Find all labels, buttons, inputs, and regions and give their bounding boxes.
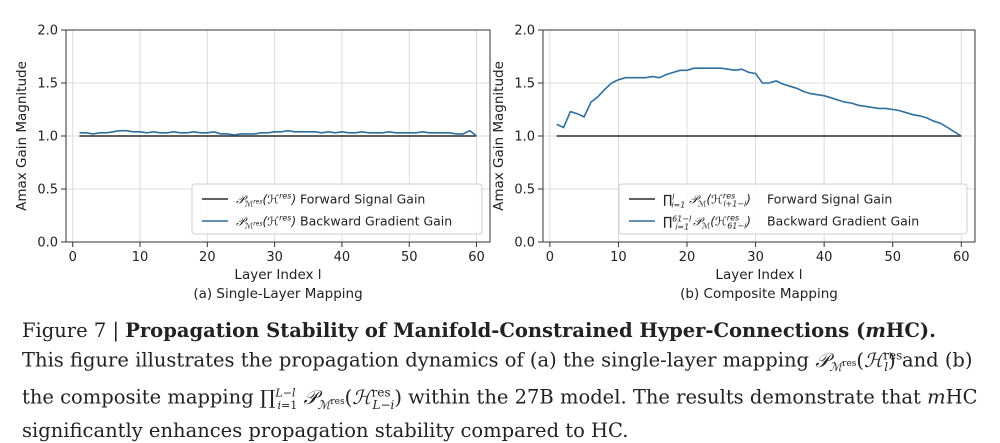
x-tick-label: 50	[884, 250, 901, 265]
x-tick-label: 10	[132, 250, 149, 265]
x-tick-label: 0	[69, 250, 77, 265]
caption-text-2: and (b) the composite mapping	[22, 348, 973, 409]
x-tick-label: 60	[468, 250, 485, 265]
legend-backward-math: ∏61−l i=1 𝒫ℳ(ℋres 61−i)	[663, 214, 751, 232]
series-line-backward	[79, 129, 477, 137]
x-axis-label: Layer Index l	[715, 267, 802, 283]
x-tick-label: 30	[747, 250, 764, 265]
caption-text-4: HC significantly enhances propagation st…	[22, 385, 978, 442]
panel-a: 0 10 20 30 40 50 60 0.0 0.5 1.0 1.5 2.0 Layer Index …	[14, 24, 491, 302]
y-tick-label: 2.0	[514, 24, 535, 39]
legend-box	[618, 183, 968, 235]
x-tick-label: 20	[199, 250, 216, 265]
y-tick-label: 0.0	[37, 236, 58, 251]
panel-subtitle: (a) Single-Layer Mapping	[193, 286, 362, 302]
series-line-backward	[556, 67, 962, 137]
x-tick-label: 10	[610, 250, 627, 265]
legend-box	[191, 183, 483, 235]
x-tick-label: 60	[953, 250, 970, 265]
panel-subtitle: (b) Composite Mapping	[680, 286, 838, 302]
caption-text-1: This figure illustrates the propagation …	[22, 348, 810, 372]
y-tick-label: 0.5	[37, 183, 58, 198]
x-tick-label: 0	[546, 250, 554, 265]
x-tick-label: 40	[334, 250, 351, 265]
caption-title: Propagation Stability of Manifold-Constr…	[125, 319, 936, 342]
y-axis-label: Amax Gain Magnitude	[14, 61, 30, 211]
legend-backward-label: Backward Gradient Gain	[300, 214, 452, 229]
panel-b: 0 10 20 30 40 50 60 0.0 0.5 1.0 1.5 2.0 Layer Index …	[491, 24, 976, 302]
y-tick-label: 2.0	[37, 24, 58, 39]
legend-forward-math: ∏l i=1 𝒫ℳ(ℋres l+1−i)	[663, 192, 751, 210]
x-tick-label: 20	[679, 250, 696, 265]
y-tick-label: 1.0	[37, 130, 58, 145]
figure-caption: Figure 7 | Propagation Stability of Mani…	[22, 319, 978, 442]
y-tick-label: 1.0	[514, 130, 535, 145]
caption-math-2: ∏L−li=1 𝒫ℳres(ℋresL−i)	[259, 385, 402, 412]
y-tick-label: 1.5	[514, 77, 535, 92]
legend-forward-label: Forward Signal Gain	[300, 192, 425, 207]
y-tick-label: 1.5	[37, 77, 58, 92]
x-axis-label: Layer Index l	[234, 267, 321, 283]
caption-fig-label: Figure 7 |	[22, 319, 120, 342]
y-tick-label: 0.5	[514, 183, 535, 198]
caption-text-3: within the 27B model. The results demons…	[408, 385, 921, 409]
y-tick-label: 0.0	[514, 236, 535, 251]
caption-math-1: 𝒫ℳres(ℋresl)	[815, 348, 903, 375]
x-tick-label: 50	[401, 250, 418, 265]
legend-backward-label: Backward Gradient Gain	[767, 214, 919, 229]
x-tick-label: 30	[266, 250, 283, 265]
legend-forward-label: Forward Signal Gain	[767, 192, 892, 207]
figure: 0 10 20 30 40 50 60 0.0 0.5 1.0 1.5 2.0 Layer Index …	[14, 24, 976, 302]
y-axis-label: Amax Gain Magnitude	[491, 61, 507, 211]
x-tick-label: 40	[816, 250, 833, 265]
